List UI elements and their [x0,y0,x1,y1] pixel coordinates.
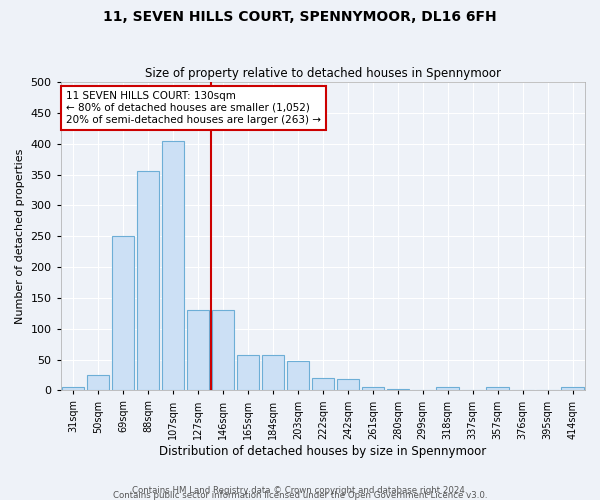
Bar [112,236,134,390]
Text: Contains public sector information licensed under the Open Government Licence v3: Contains public sector information licen… [113,490,487,500]
Text: 11, SEVEN HILLS COURT, SPENNYMOOR, DL16 6FH: 11, SEVEN HILLS COURT, SPENNYMOOR, DL16 … [103,10,497,24]
Text: Contains HM Land Registry data © Crown copyright and database right 2024.: Contains HM Land Registry data © Crown c… [132,486,468,495]
Bar [262,356,284,390]
Bar [137,172,160,390]
Bar [237,356,259,390]
Text: 11 SEVEN HILLS COURT: 130sqm
← 80% of detached houses are smaller (1,052)
20% of: 11 SEVEN HILLS COURT: 130sqm ← 80% of de… [66,92,321,124]
Bar [311,378,334,390]
Bar [62,388,85,390]
Bar [162,140,184,390]
Title: Size of property relative to detached houses in Spennymoor: Size of property relative to detached ho… [145,66,501,80]
Bar [386,388,409,390]
Bar [561,388,584,390]
Bar [187,310,209,390]
X-axis label: Distribution of detached houses by size in Spennymoor: Distribution of detached houses by size … [159,444,487,458]
Y-axis label: Number of detached properties: Number of detached properties [15,148,25,324]
Bar [487,388,509,390]
Bar [287,361,309,390]
Bar [436,388,459,390]
Bar [362,388,384,390]
Bar [212,310,234,390]
Bar [87,375,109,390]
Bar [337,380,359,390]
